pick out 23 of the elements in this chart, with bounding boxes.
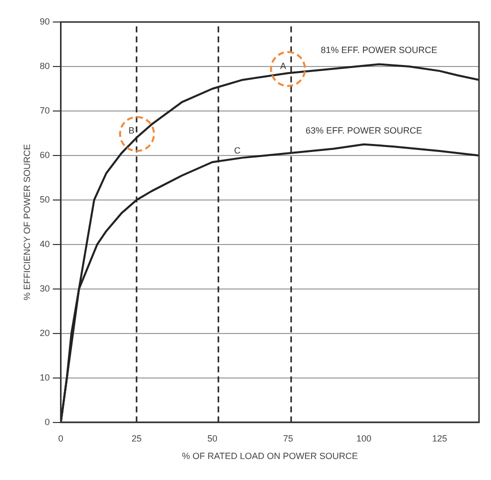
y-tick-label: 50 (40, 194, 50, 204)
x-axis-title: % OF RATED LOAD ON POWER SOURCE (182, 451, 358, 462)
y-tick-label: 60 (40, 150, 50, 160)
x-tick-label: 0 (58, 433, 64, 444)
y-tick-label: 0 (44, 416, 50, 427)
x-tick-label: 125 (432, 433, 448, 444)
x-tick-label: 100 (356, 433, 372, 444)
y-tick-label: 10 (40, 372, 50, 382)
x-tick-label: 75 (283, 433, 294, 444)
y-tick-label: 80 (40, 60, 50, 71)
series-label: 81% EFF. POWER SOURCE (320, 45, 438, 56)
y-tick-label: 30 (40, 283, 50, 294)
y-tick-label: 40 (40, 238, 50, 249)
annotation: C (234, 146, 242, 156)
annotation: B (128, 126, 135, 136)
x-tick-label: 50 (207, 433, 218, 444)
y-tick-label: 70 (40, 105, 50, 116)
x-tick-label: 25 (132, 433, 142, 444)
series-label: 63% EFF. POWER SOURCE (306, 125, 422, 136)
y-axis-title: % EFFICIENCY OF POWER SOURCE (22, 144, 32, 300)
y-tick-label: 90 (40, 16, 50, 26)
annotation: A (280, 61, 286, 72)
y-tick-label: 20 (40, 328, 50, 338)
